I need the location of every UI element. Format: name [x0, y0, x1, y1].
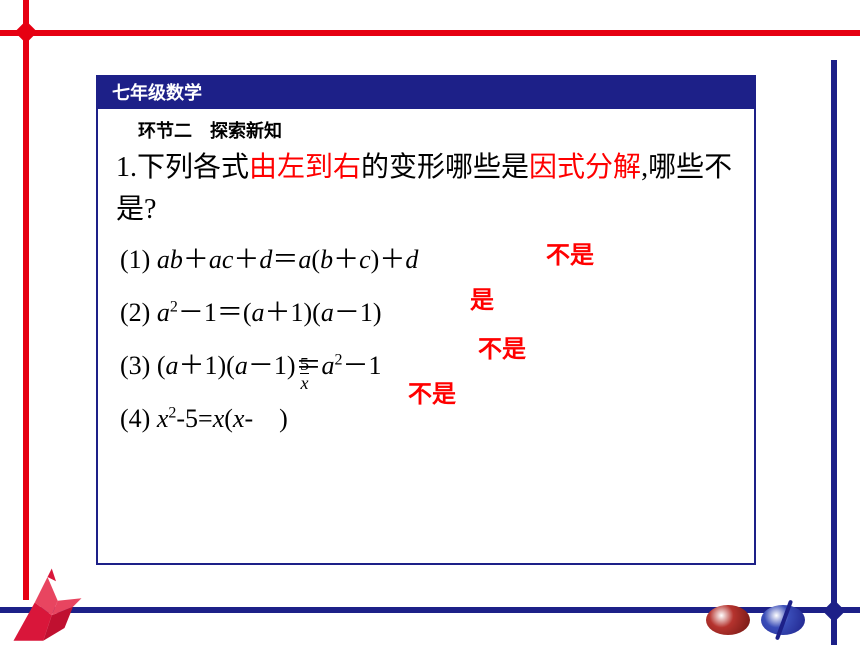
- blue-diamond: [823, 600, 846, 623]
- item-number: (4): [120, 404, 150, 433]
- slide-subtitle: 环节二 探索新知: [98, 109, 754, 147]
- top-red-line: [0, 30, 860, 36]
- question-item: (2) a2－1＝(a＋1)(a－1)是: [98, 284, 754, 337]
- question-item: (1) ab＋ac＋d＝a(b＋c)＋d 不是: [98, 231, 754, 284]
- item-number: (3): [120, 351, 150, 380]
- item-expression: ab＋ac＋d＝a(b＋c)＋d: [157, 245, 419, 274]
- item-expression: a2－1＝(a＋1)(a－1): [157, 298, 382, 327]
- q-prefix: 1.下列各式: [116, 152, 249, 183]
- question-text: 1.下列各式由左到右的变形哪些是因式分解,哪些不是?: [98, 147, 754, 231]
- decor-oval-red: [706, 605, 750, 635]
- slide-title: 七年级数学: [98, 77, 754, 109]
- item-answer: 不是: [546, 235, 594, 270]
- left-red-line: [23, 0, 29, 600]
- items-list: (1) ab＋ac＋d＝a(b＋c)＋d不是(2) a2－1＝(a＋1)(a－1…: [98, 231, 754, 443]
- q-middle: 的变形哪些是: [361, 152, 529, 183]
- question-item: (4) x2-5=x(x- )不是: [98, 390, 754, 443]
- q-highlight-2: 因式分解: [529, 152, 641, 183]
- item-answer: 不是: [478, 329, 526, 364]
- item-answer: 不是: [408, 374, 456, 409]
- fraction-overlay: 5x: [300, 355, 309, 392]
- item-expression: (a＋1)(a－1)＝a2－1: [157, 351, 382, 380]
- right-blue-line: [831, 60, 837, 645]
- slide-content: 七年级数学 环节二 探索新知 1.下列各式由左到右的变形哪些是因式分解,哪些不是…: [96, 75, 756, 565]
- red-diamond: [15, 21, 38, 44]
- item-expression: x2-5=x(x- ): [157, 404, 288, 433]
- origami-crane-icon: [0, 560, 95, 645]
- item-answer: 是: [470, 280, 494, 315]
- item-number: (1): [120, 245, 150, 274]
- decor-oval-blue: [761, 605, 805, 635]
- q-highlight-1: 由左到右: [249, 152, 361, 183]
- item-number: (2): [120, 298, 150, 327]
